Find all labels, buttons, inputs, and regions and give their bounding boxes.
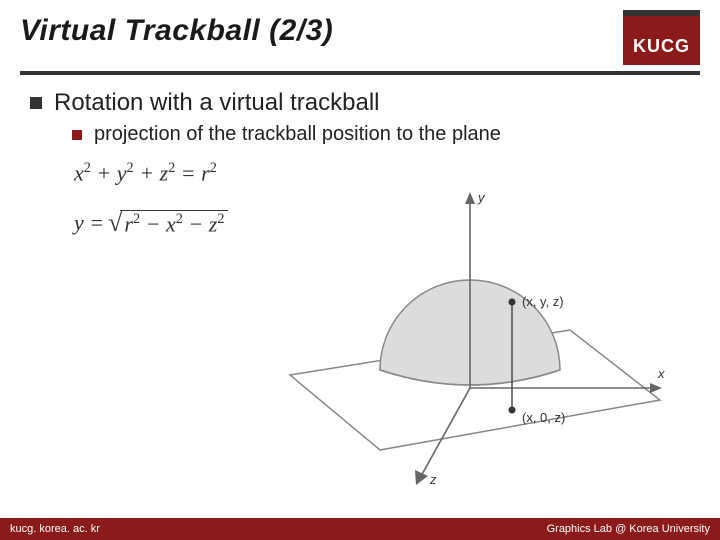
bullet-level-1: Rotation with a virtual trackball xyxy=(30,89,690,117)
footer-right: Graphics Lab @ Korea University xyxy=(547,523,710,535)
sqrt-icon: √ r2 − x2 − z2 xyxy=(108,208,228,238)
footer-bar: kucg. korea. ac. kr Graphics Lab @ Korea… xyxy=(0,518,720,540)
plane-point-icon xyxy=(509,407,516,414)
footer-left: kucg. korea. ac. kr xyxy=(10,523,100,535)
sphere-point-label: (x, y, z) xyxy=(522,294,564,309)
page-title: Virtual Trackball (2/3) xyxy=(20,14,333,48)
sub-bullets: projection of the trackball position to … xyxy=(30,123,690,146)
z-axis xyxy=(420,388,470,478)
x-axis-label: x xyxy=(657,366,665,381)
bullet1-text: Rotation with a virtual trackball xyxy=(54,89,379,117)
title-rule xyxy=(20,71,700,75)
bullet2-text: projection of the trackball position to … xyxy=(94,123,501,146)
eq1-text: x2 + y2 + z2 = r2 xyxy=(74,160,217,186)
x-axis-arrow-icon xyxy=(650,383,662,393)
title-bar: Virtual Trackball (2/3) KUCG xyxy=(0,0,720,71)
y-axis-arrow-icon xyxy=(465,192,475,204)
trackball-diagram: y x z (x, y, z) (x, 0, z) xyxy=(260,170,680,490)
logo-badge: KUCG xyxy=(623,10,700,65)
eq2-lhs: y = xyxy=(74,210,104,236)
z-axis-label: z xyxy=(429,472,437,487)
bullet-level-2: projection of the trackball position to … xyxy=(72,123,690,146)
y-axis-label: y xyxy=(477,190,486,205)
plane-point-label: (x, 0, z) xyxy=(522,410,565,425)
z-axis-arrow-icon xyxy=(415,470,428,485)
eq2-under-sqrt: r2 − x2 − z2 xyxy=(120,210,228,237)
sphere-point-icon xyxy=(509,299,516,306)
square-bullet-icon xyxy=(72,130,82,140)
square-bullet-icon xyxy=(30,97,42,109)
